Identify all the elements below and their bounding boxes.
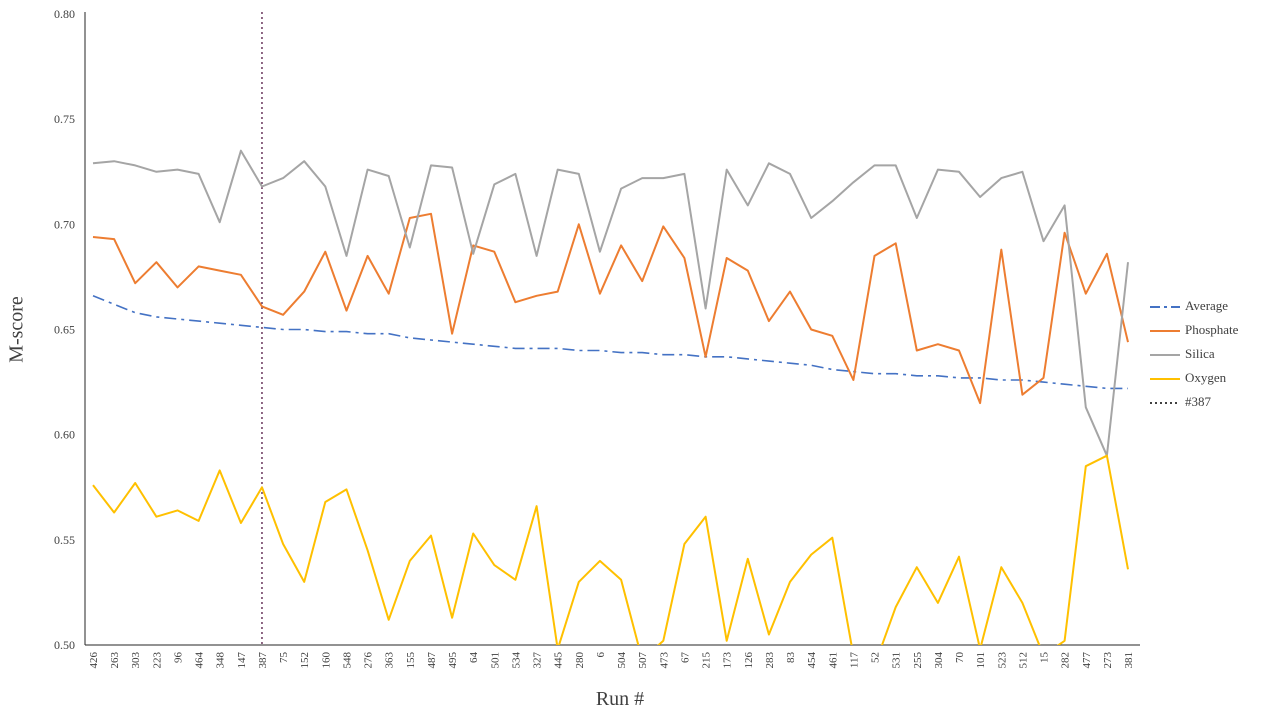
x-tick-label: 147 <box>236 652 248 669</box>
x-tick-label: 280 <box>574 652 586 669</box>
x-tick-label: 67 <box>679 652 691 664</box>
x-tick-label: 531 <box>891 652 903 669</box>
x-tick-label: 473 <box>658 652 670 669</box>
x-tick-label: 534 <box>510 652 522 669</box>
y-tick-label: 0.75 <box>54 112 75 126</box>
x-tick-label: 477 <box>1081 652 1093 669</box>
x-tick-label: 126 <box>743 652 755 669</box>
x-tick-label: 548 <box>341 652 353 669</box>
x-tick-label: 426 <box>88 652 100 669</box>
x-tick-label: 64 <box>468 652 480 664</box>
x-tick-label: 117 <box>848 652 860 669</box>
x-tick-label: 495 <box>447 652 459 669</box>
x-tick-label: 512 <box>1017 652 1029 669</box>
legend-sample-line <box>1150 396 1180 408</box>
x-tick-label: 454 <box>806 652 818 669</box>
chart-legend: Average Phosphate Silica Oxygen #387 <box>1150 294 1276 414</box>
x-tick-label: 445 <box>553 652 565 669</box>
x-tick-label: 348 <box>215 652 227 669</box>
x-tick-label: 283 <box>764 652 776 669</box>
y-axis-title: M-score <box>5 296 28 363</box>
legend-sample-line <box>1150 300 1180 312</box>
y-tick-label: 0.65 <box>54 323 75 337</box>
x-tick-label: 381 <box>1123 652 1135 669</box>
legend-sample-line <box>1150 348 1180 360</box>
y-tick-label: 0.50 <box>54 638 75 652</box>
legend-label: #387 <box>1185 394 1211 409</box>
series-line-silica <box>92 149 1129 457</box>
series-line-phosphate <box>92 212 1129 405</box>
legend-label: Silica <box>1185 346 1215 361</box>
x-tick-label: 273 <box>1102 652 1114 669</box>
x-tick-label: 276 <box>363 652 375 669</box>
x-tick-label: 155 <box>405 652 417 669</box>
x-tick-label: 304 <box>933 652 945 669</box>
x-tick-label: 501 <box>489 652 501 669</box>
series-line-average <box>92 295 1128 390</box>
legend-label: Phosphate <box>1185 322 1239 337</box>
x-tick-label: 15 <box>1039 652 1051 664</box>
x-axis-title: Run # <box>595 688 645 710</box>
series-line-oxygen <box>92 454 1129 645</box>
y-tick-label: 0.80 <box>54 7 75 21</box>
x-tick-label: 101 <box>975 652 987 669</box>
legend-label: Average <box>1185 298 1229 313</box>
x-tick-label: 282 <box>1060 652 1072 669</box>
y-tick-label: 0.70 <box>54 217 75 231</box>
y-tick-label: 0.55 <box>54 533 75 547</box>
x-tick-label: 461 <box>827 652 839 669</box>
x-tick-label: 504 <box>616 652 628 669</box>
x-tick-label: 152 <box>299 652 311 669</box>
legend-item-silica: Silica <box>1150 342 1276 366</box>
y-tick-label: 0.60 <box>54 428 75 442</box>
x-tick-label: 387 <box>257 652 269 669</box>
x-tick-label: 303 <box>130 652 142 669</box>
x-tick-label: 215 <box>701 652 713 669</box>
x-tick-label: 464 <box>194 652 206 669</box>
legend-item-average: Average <box>1150 294 1276 318</box>
x-tick-label: 173 <box>722 652 734 669</box>
x-tick-label: 6 <box>595 652 607 658</box>
x-tick-label: 52 <box>870 652 882 663</box>
x-tick-label: 70 <box>954 652 966 664</box>
x-tick-label: 327 <box>532 652 544 669</box>
x-tick-label: 75 <box>278 652 290 664</box>
x-tick-label: 223 <box>151 652 163 669</box>
legend-item-phosphate: Phosphate <box>1150 318 1276 342</box>
legend-label: Oxygen <box>1185 370 1227 385</box>
x-tick-label: 523 <box>996 652 1008 669</box>
x-tick-label: 96 <box>172 652 184 664</box>
x-tick-label: 255 <box>912 652 924 669</box>
legend-sample-line <box>1150 372 1180 384</box>
x-tick-label: 160 <box>320 652 332 669</box>
x-tick-label: 507 <box>637 652 649 669</box>
x-tick-label: 263 <box>109 652 121 669</box>
x-tick-label: 363 <box>384 652 396 669</box>
legend-item-387: #387 <box>1150 390 1276 414</box>
x-tick-label: 487 <box>426 652 438 669</box>
x-tick-label: 83 <box>785 652 797 664</box>
legend-item-oxygen: Oxygen <box>1150 366 1276 390</box>
legend-sample-line <box>1150 324 1180 336</box>
